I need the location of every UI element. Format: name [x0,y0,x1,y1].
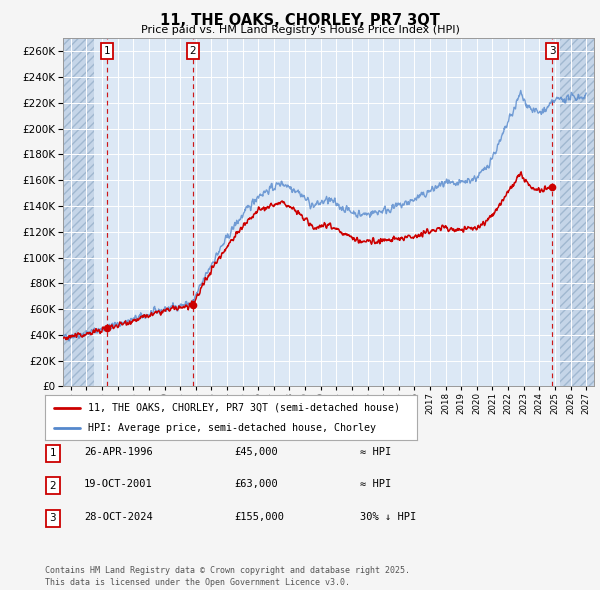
Text: £63,000: £63,000 [234,479,278,489]
Text: 26-APR-1996: 26-APR-1996 [84,447,153,457]
Text: £45,000: £45,000 [234,447,278,457]
Text: 3: 3 [49,513,56,523]
Text: Contains HM Land Registry data © Crown copyright and database right 2025.
This d: Contains HM Land Registry data © Crown c… [45,566,410,587]
Text: 30% ↓ HPI: 30% ↓ HPI [360,512,416,522]
Text: £155,000: £155,000 [234,512,284,522]
Text: 2: 2 [190,46,196,56]
Text: 2: 2 [49,481,56,491]
Text: Price paid vs. HM Land Registry's House Price Index (HPI): Price paid vs. HM Land Registry's House … [140,25,460,35]
Text: 1: 1 [104,46,110,56]
Text: 28-OCT-2024: 28-OCT-2024 [84,512,153,522]
Text: ≈ HPI: ≈ HPI [360,447,391,457]
Text: ≈ HPI: ≈ HPI [360,479,391,489]
Bar [560,38,594,386]
Text: 1: 1 [49,448,56,458]
Text: 19-OCT-2001: 19-OCT-2001 [84,479,153,489]
Text: 11, THE OAKS, CHORLEY, PR7 3QT: 11, THE OAKS, CHORLEY, PR7 3QT [160,13,440,28]
Bar [63,38,94,386]
Text: 3: 3 [549,46,556,56]
Text: HPI: Average price, semi-detached house, Chorley: HPI: Average price, semi-detached house,… [88,423,376,433]
Text: 11, THE OAKS, CHORLEY, PR7 3QT (semi-detached house): 11, THE OAKS, CHORLEY, PR7 3QT (semi-det… [88,403,400,412]
